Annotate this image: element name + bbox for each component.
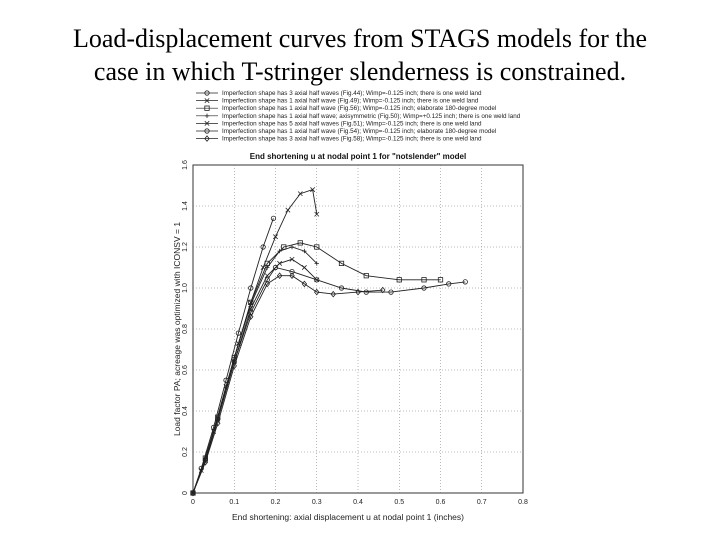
chart-title: End shortening u at nodal point 1 for "n… [250,152,466,161]
data-point [396,277,402,283]
data-point [248,302,253,307]
data-point [215,416,221,422]
x-tick-label: 0.7 [477,499,487,506]
y-tick-label: 0.6 [182,365,189,375]
legend-marker [204,113,210,118]
data-point [363,273,369,279]
data-point [330,290,336,298]
x-tick-label: 0.2 [271,499,281,506]
slide-title-line-1: Load-displacement curves from STAGS mode… [72,24,648,53]
data-point [276,272,283,280]
slide-title-line-2: case in which T-stringer slenderness is … [93,57,627,86]
legend-entry: Imperfection shape has 1 axial half wave… [222,113,521,120]
legend-marker [204,90,210,96]
legend-entry: Imperfection shape has 3 axial half wave… [222,90,482,97]
data-point [289,244,295,250]
data-point [310,187,316,193]
data-point [363,289,369,295]
x-tick-label: 0.4 [353,499,363,506]
data-point [231,362,237,370]
data-point [421,285,427,291]
legend-marker [204,98,210,104]
y-axis-label: Load factor PA; acreage was optimized wi… [172,222,182,436]
y-tick-label: 0.2 [182,447,189,457]
slide-title: Load-displacement curves from STAGS mode… [0,22,720,88]
data-point [380,286,386,294]
data-point [314,288,320,296]
legend-marker [204,120,210,126]
data-point [273,234,278,240]
data-point [235,330,241,336]
data-point [270,215,277,221]
x-tick-label: 0.5 [394,499,404,506]
data-point [446,281,452,287]
y-tick-label: 0 [182,491,189,495]
data-point [215,419,221,427]
data-point [289,268,295,275]
legend-entry: Imperfection shape has 1 axial half wave… [222,105,496,112]
data-point [260,244,266,250]
data-point [248,313,254,321]
data-point [264,280,270,288]
series-line [192,275,383,494]
data-point [314,211,320,217]
data-point [285,207,291,213]
data-point [248,285,254,291]
series-line [192,246,318,494]
legend-entry: Imperfection shape has 1 axial half wave… [222,98,479,105]
data-point [301,280,308,288]
data-point [281,244,287,250]
data-point [355,288,361,296]
y-tick-label: 1.6 [182,160,189,170]
legend-marker [204,128,210,134]
data-point [314,244,320,250]
data-point [231,359,237,365]
y-tick-label: 0.8 [182,324,189,334]
data-point [289,272,295,280]
data-point [190,489,196,497]
data-point [301,265,307,270]
data-point [297,240,303,246]
x-tick-label: 0 [191,499,195,506]
data-point [302,248,307,254]
data-point [338,285,345,291]
data-point [338,260,345,267]
data-point [289,256,295,262]
data-point [437,277,444,283]
x-tick-label: 0.6 [436,499,446,506]
data-point [277,260,283,266]
y-tick-label: 1.4 [182,201,189,211]
x-tick-label: 0.1 [229,499,239,506]
data-point [264,277,270,283]
legend-marker [204,105,210,111]
y-tick-label: 0.4 [182,406,189,416]
data-point [297,191,303,197]
data-point [265,265,270,270]
series-line [192,266,466,494]
data-point [272,264,279,271]
legend-entry: Imperfection shape has 1 axial half wave… [222,128,496,135]
data-point [314,261,319,266]
data-point [388,289,394,295]
legend: Imperfection shape has 3 axial half wave… [196,90,521,143]
series-4 [190,244,319,496]
x-axis-label: End shortening: axial displacement u at … [232,512,464,522]
data-point [277,248,282,254]
legend-marker [204,135,210,142]
y-tick-label: 1.0 [182,283,189,293]
legend-entry: Imperfection shape has 5 axial half wave… [222,120,482,127]
series-7 [190,272,386,497]
x-tick-label: 0.8 [518,499,528,506]
data-point [421,277,427,283]
legend-entry: Imperfection shape has 3 axial half wave… [222,136,482,143]
data-point [462,279,468,285]
x-tick-label: 0.3 [312,499,322,506]
data-point [314,277,320,283]
data-point [202,458,209,466]
y-tick-label: 1.2 [182,242,189,252]
plot-area: 0 0.1 0.2 0.3 0.4 0.5 0.6 0.7 0.8 0 0.2 0.4 0.6 0.8 1.… [182,160,528,506]
